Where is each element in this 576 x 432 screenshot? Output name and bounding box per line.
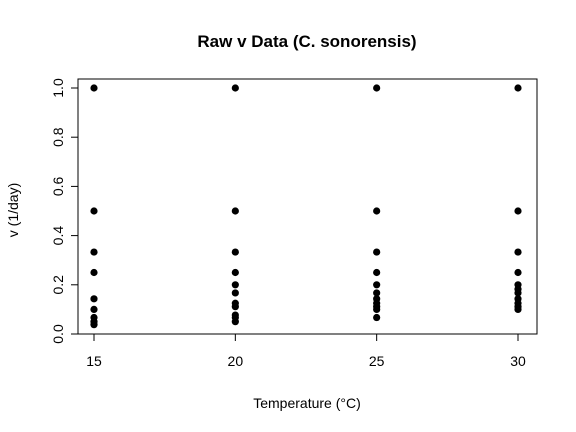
data-point: [514, 248, 522, 256]
data-point: [90, 207, 98, 215]
plot-frame: [77, 78, 538, 335]
data-point: [90, 268, 98, 277]
data-point: [373, 313, 381, 322]
data-points: [90, 84, 522, 329]
data-point: [373, 268, 381, 277]
data-point: [231, 318, 239, 326]
x-tick-label: 25: [369, 353, 385, 369]
data-point: [90, 248, 98, 256]
data-point: [373, 281, 381, 289]
y-tick-label: 0.0: [50, 324, 66, 344]
y-tick-label: 0.2: [50, 275, 66, 295]
y-tick-label: 0.6: [50, 176, 66, 196]
data-point: [231, 303, 239, 311]
data-point: [514, 289, 522, 297]
data-point: [514, 207, 522, 215]
data-point: [231, 281, 239, 289]
data-point: [514, 305, 522, 313]
data-point: [373, 84, 381, 92]
data-point: [231, 289, 239, 297]
data-point: [231, 207, 239, 215]
data-point: [231, 268, 239, 277]
data-point: [90, 84, 98, 92]
x-tick-label: 30: [510, 353, 526, 369]
data-point: [373, 305, 381, 313]
data-point: [231, 84, 239, 92]
y-axis: 0.0 0.2 0.4 0.6 0.8 1.0: [50, 78, 79, 344]
data-point: [90, 295, 98, 303]
y-axis-label: v (1/day): [5, 183, 21, 237]
data-point: [373, 207, 381, 215]
x-tick-label: 20: [228, 353, 244, 369]
y-tick-label: 1.0: [50, 78, 66, 98]
y-tick-label: 0.4: [50, 226, 66, 246]
data-point: [373, 248, 381, 256]
x-axis: 15 20 25 30: [86, 333, 526, 369]
data-point: [514, 268, 522, 277]
data-point: [231, 248, 239, 256]
data-point: [90, 321, 98, 329]
data-point: [373, 289, 381, 297]
x-axis-label: Temperature (°C): [253, 395, 361, 411]
y-tick-label: 0.8: [50, 127, 66, 147]
data-point: [90, 305, 98, 313]
x-tick-label: 15: [86, 353, 102, 369]
data-point: [514, 84, 522, 92]
chart-title: Raw v Data (C. sonorensis): [197, 32, 416, 51]
